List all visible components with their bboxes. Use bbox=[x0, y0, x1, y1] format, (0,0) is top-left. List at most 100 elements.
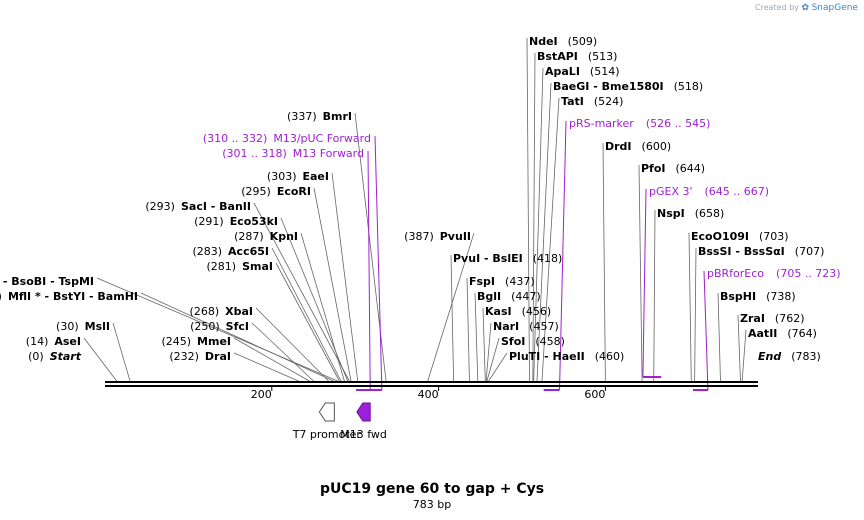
site-saci-banii[interactable]: SacI - BanII (293) bbox=[145, 200, 251, 213]
site-line-mfli-bstyi-bamhi bbox=[140, 292, 334, 382]
primer-prs-marker[interactable]: pRS-marker (526 .. 545) bbox=[543, 117, 711, 391]
site-position: (518) bbox=[674, 80, 704, 93]
site-line-kpni bbox=[300, 232, 345, 382]
site-name: DrdI bbox=[605, 140, 632, 153]
site-bsssi-bsss-i[interactable]: BssSI - BssSαI (707) bbox=[698, 245, 824, 258]
site-position: (658) bbox=[695, 207, 725, 220]
site-avai-xmai-bsobi-tspmi[interactable]: AvaI - XmaI - BsoBI - TspMI(279) bbox=[0, 275, 94, 288]
site-ecori[interactable]: EcoRI (295) bbox=[241, 185, 311, 198]
site-position: (14) bbox=[26, 335, 49, 348]
site-drai[interactable]: DraI (232) bbox=[169, 350, 231, 363]
site-position: (738) bbox=[766, 290, 796, 303]
site-eaei[interactable]: EaeI (303) bbox=[267, 170, 329, 183]
primer-pbrforeco[interactable]: pBRforEco (705 .. 723) bbox=[692, 267, 841, 391]
site-position: (418) bbox=[533, 252, 563, 265]
site-ndei[interactable]: NdeI (509) bbox=[529, 35, 597, 48]
primer-range: (310 .. 332) bbox=[203, 132, 268, 145]
site-mmei[interactable]: MmeI (245) bbox=[161, 335, 231, 348]
site-name: SacI - BanII bbox=[181, 200, 251, 213]
site-line-avai-xmai-bsobi-tspmi bbox=[96, 277, 338, 382]
site-name: XbaI bbox=[225, 305, 253, 318]
primer-m13-puc-forward[interactable]: M13/pUC Forward (310 .. 332) bbox=[203, 132, 383, 391]
site-position: (283) bbox=[192, 245, 222, 258]
site-line-bstapi bbox=[532, 52, 536, 382]
site-asei[interactable]: AseI (14) bbox=[26, 335, 81, 348]
site-msli[interactable]: MslI (30) bbox=[56, 320, 110, 333]
site-bmri[interactable]: BmrI (337) bbox=[287, 110, 352, 123]
site-position: (30) bbox=[56, 320, 79, 333]
site-position: (456) bbox=[522, 305, 552, 318]
site-aatii[interactable]: AatII (764) bbox=[748, 327, 817, 340]
site-smai[interactable]: SmaI (281) bbox=[207, 260, 274, 273]
site-line-pvui-bslei bbox=[450, 254, 455, 382]
primer-line bbox=[374, 135, 383, 391]
primer-m13-forward[interactable]: M13 Forward (301 .. 318) bbox=[222, 147, 371, 391]
primer-pgex-3[interactable]: pGEX 3' (645 .. 667) bbox=[642, 185, 769, 378]
site-position: (291) bbox=[194, 215, 224, 228]
site-line-sfoi bbox=[486, 337, 500, 382]
site-position: (460) bbox=[595, 350, 625, 363]
site-tati[interactable]: TatI (524) bbox=[561, 95, 623, 108]
site-line-apali bbox=[533, 67, 544, 382]
site-start[interactable]: Start (0) bbox=[28, 350, 82, 363]
site-bgli[interactable]: BglI (447) bbox=[477, 290, 541, 303]
site-fspi[interactable]: FspI (437) bbox=[469, 275, 535, 288]
site-position: (458) bbox=[535, 335, 565, 348]
site-ecoo109i[interactable]: EcoO109I (703) bbox=[691, 230, 789, 243]
site-bsphi[interactable]: BspHI (738) bbox=[720, 290, 796, 303]
ruler-label: 400 bbox=[418, 388, 439, 401]
feature-m13-fwd[interactable]: M13 fwd bbox=[340, 402, 387, 441]
site-position: (268) bbox=[190, 305, 220, 318]
site-line-ecoo109i bbox=[688, 232, 692, 382]
site-eco53ki[interactable]: Eco53kI (291) bbox=[194, 215, 278, 228]
site-name: BssSI - BssSαI bbox=[698, 245, 785, 258]
site-position: (232) bbox=[169, 350, 199, 363]
site-pfoi[interactable]: PfoI (644) bbox=[641, 162, 705, 175]
site-line-acc65i bbox=[271, 247, 342, 382]
site-position: (509) bbox=[568, 35, 598, 48]
site-baegi-bme1580i[interactable]: BaeGI - Bme1580I (518) bbox=[553, 80, 703, 93]
site-line-ndei bbox=[526, 37, 530, 382]
site-pvuii[interactable]: PvuII (387) bbox=[404, 230, 471, 243]
sequence-backbone[interactable] bbox=[105, 381, 758, 387]
site-line-pfoi bbox=[638, 164, 643, 382]
site-position: (703) bbox=[759, 230, 789, 243]
site-zrai[interactable]: ZraI (762) bbox=[740, 312, 805, 325]
site-line-kasi bbox=[482, 307, 486, 382]
site-position: (457) bbox=[529, 320, 559, 333]
site-drdi[interactable]: DrdI (600) bbox=[605, 140, 671, 153]
site-name: ZraI bbox=[740, 312, 765, 325]
site-sfci[interactable]: SfcI (250) bbox=[190, 320, 249, 333]
site-bstapi[interactable]: BstAPI (513) bbox=[537, 50, 617, 63]
site-name: PvuII bbox=[440, 230, 471, 243]
site-position: (337) bbox=[287, 110, 317, 123]
site-end[interactable]: End (783) bbox=[758, 350, 821, 363]
site-line-baegi-bme1580i bbox=[536, 82, 552, 382]
ruler-label: 600 bbox=[584, 388, 605, 401]
site-line-bgli bbox=[474, 292, 479, 382]
site-mfli-bstyi-bamhi[interactable]: MflI * - BstYI - BamHI (274) bbox=[0, 290, 138, 303]
site-line-msli bbox=[112, 322, 131, 382]
site-apali[interactable]: ApaLI (514) bbox=[545, 65, 620, 78]
site-kpni[interactable]: KpnI (287) bbox=[234, 230, 298, 243]
site-position: (387) bbox=[404, 230, 434, 243]
site-acc65i[interactable]: Acc65I (283) bbox=[192, 245, 269, 258]
site-position: (764) bbox=[787, 327, 817, 340]
site-pluti-haeii[interactable]: PluTI - HaeII (460) bbox=[509, 350, 624, 363]
feature-t7-promoter[interactable]: T7 promoter bbox=[292, 402, 362, 441]
site-name: AseI bbox=[54, 335, 81, 348]
site-kasi[interactable]: KasI (456) bbox=[485, 305, 551, 318]
site-pvui-bslei[interactable]: PvuI - BslEI (418) bbox=[453, 252, 562, 265]
site-name: End bbox=[758, 350, 781, 363]
site-nspi[interactable]: NspI (658) bbox=[657, 207, 724, 220]
primer-name: pBRforEco bbox=[707, 267, 764, 280]
feature-arrow bbox=[356, 402, 371, 422]
site-xbai[interactable]: XbaI (268) bbox=[190, 305, 253, 318]
site-name: DraI bbox=[205, 350, 231, 363]
site-lines bbox=[83, 37, 747, 382]
site-line-bsssi-bsss-i bbox=[694, 247, 697, 382]
site-nari[interactable]: NarI (457) bbox=[493, 320, 559, 333]
site-position: (437) bbox=[505, 275, 535, 288]
site-sfoi[interactable]: SfoI (458) bbox=[501, 335, 565, 348]
